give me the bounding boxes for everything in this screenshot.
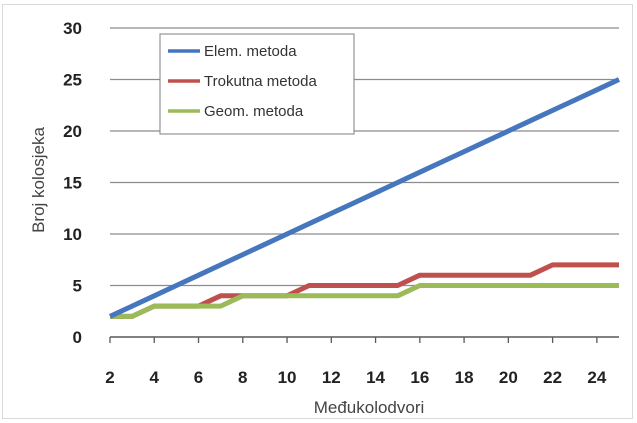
x-axis-ticks: 2 4 6 8 10 12 14 16 18 20 22 24 xyxy=(105,337,607,387)
x-tick-label: 12 xyxy=(322,368,341,387)
x-tick-label: 8 xyxy=(238,368,247,387)
y-tick-label: 10 xyxy=(63,225,82,244)
x-tick-label: 24 xyxy=(587,368,606,387)
x-tick-label: 10 xyxy=(278,368,297,387)
x-tick-label: 22 xyxy=(543,368,562,387)
legend-label: Geom. metoda xyxy=(204,103,304,120)
x-tick-label: 14 xyxy=(366,368,385,387)
y-tick-label: 30 xyxy=(63,19,82,38)
y-tick-label: 0 xyxy=(73,328,82,347)
legend-label: Trokutna metoda xyxy=(204,73,317,90)
series-line-trokutna-metoda xyxy=(110,262,619,319)
x-axis-title: Međukolodvori xyxy=(314,398,425,417)
legend: Elem. metoda Trokutna metoda Geom. metoda xyxy=(159,33,355,135)
x-tick-label: 18 xyxy=(455,368,474,387)
x-tick-label: 4 xyxy=(150,368,160,387)
y-tick-label: 20 xyxy=(63,122,82,141)
x-tick-label: 16 xyxy=(410,368,429,387)
y-axis-title: Broj kolosjeka xyxy=(29,127,48,233)
x-tick-label: 20 xyxy=(499,368,518,387)
y-tick-label: 5 xyxy=(73,277,82,296)
series-lines xyxy=(108,77,621,319)
y-axis-ticks: 0 5 10 15 20 25 30 xyxy=(63,19,82,347)
series-line-geom-metoda xyxy=(110,283,619,319)
series-line-elem-metoda xyxy=(108,77,621,319)
x-tick-label: 6 xyxy=(194,368,203,387)
y-tick-label: 15 xyxy=(63,174,82,193)
y-tick-label: 25 xyxy=(63,71,82,90)
legend-label: Elem. metoda xyxy=(204,43,297,60)
x-tick-label: 2 xyxy=(105,368,114,387)
